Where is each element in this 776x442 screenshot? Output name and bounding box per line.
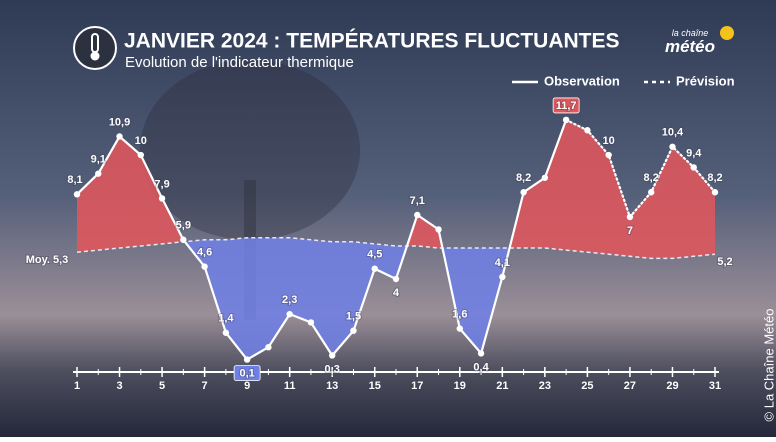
data-point: [137, 151, 144, 159]
data-point: [562, 116, 570, 124]
data-point: [95, 170, 102, 177]
data-label: 10,4: [662, 127, 684, 139]
data-label: 9,4: [686, 147, 702, 159]
data-point: [371, 265, 378, 272]
x-tick-label: 31: [709, 380, 721, 392]
data-label: 8,2: [707, 172, 722, 184]
data-label: 7: [627, 225, 633, 237]
x-tick-label: 23: [539, 380, 551, 392]
data-label: 2,3: [282, 294, 297, 306]
data-label: 7,9: [154, 178, 169, 190]
x-tick-label: 21: [496, 380, 508, 392]
data-point: [158, 195, 166, 202]
data-label: 1,5: [346, 311, 361, 323]
data-point: [265, 344, 272, 351]
data-label: 5,9: [176, 220, 191, 232]
data-label: 9,1: [91, 154, 106, 166]
data-label: 8,2: [516, 172, 531, 184]
data-point: [648, 189, 655, 196]
anomaly-fill-below: [77, 237, 715, 360]
extreme-box: [552, 97, 580, 114]
data-label: 4: [393, 287, 400, 299]
x-tick-label: 11: [284, 380, 296, 392]
data-point: [456, 325, 463, 332]
data-point: [414, 211, 421, 219]
data-label: 4,1: [495, 257, 510, 269]
x-tick-label: 17: [411, 380, 423, 392]
x-tick-label: 15: [369, 380, 381, 392]
data-point: [584, 127, 591, 134]
x-tick-label: 9: [244, 380, 250, 392]
data-point: [286, 310, 293, 318]
data-point: [435, 226, 442, 233]
data-point: [243, 356, 251, 363]
legend-label: Prévision: [676, 73, 735, 88]
x-tick-label: 19: [454, 380, 466, 392]
x-tick-label: 13: [326, 380, 338, 392]
data-label: 1,6: [452, 309, 467, 321]
data-point: [669, 143, 676, 150]
data-point: [626, 213, 634, 221]
data-label: 10: [603, 135, 615, 147]
series-line: [565, 118, 717, 220]
data-label: 4,6: [197, 247, 212, 259]
data-point: [116, 133, 123, 140]
extreme-box: [233, 365, 261, 382]
logo: météo: [665, 37, 715, 56]
chart-subtitle: Evolution de l'indicateur thermique: [125, 54, 354, 71]
thermometer-icon: [90, 51, 100, 61]
data-point: [350, 327, 357, 334]
data-point: [477, 350, 485, 357]
data-point: [711, 189, 719, 196]
x-tick-label: 3: [116, 380, 122, 392]
x-tick-label: 1: [74, 380, 80, 392]
data-point: [690, 164, 697, 171]
data-label: 4,5: [367, 249, 382, 261]
x-tick-label: 27: [624, 380, 636, 392]
data-point: [329, 352, 336, 359]
data-point: [73, 191, 81, 198]
data-label: 10,9: [109, 116, 130, 128]
data-label: 11,7: [556, 100, 577, 112]
data-label: 10: [135, 135, 147, 147]
data-point: [541, 174, 549, 181]
data-point: [222, 329, 230, 336]
data-point: [499, 273, 506, 281]
normal-label: Moy. 5,3: [26, 254, 69, 266]
thermometer-icon: [73, 26, 117, 70]
x-tick-label: 25: [581, 380, 593, 392]
data-label: 0,4: [473, 361, 489, 373]
data-label: 1,4: [218, 313, 234, 325]
data-point: [201, 263, 208, 270]
data-label: 0,1: [239, 368, 254, 380]
x-tick-label: 5: [159, 380, 165, 392]
x-tick-label: 29: [666, 380, 678, 392]
data-label: 7,1: [410, 195, 425, 207]
logo: la chaîne: [672, 28, 709, 38]
data-label: 8,1: [67, 174, 82, 186]
data-point: [520, 189, 527, 196]
legend-label: Observation: [544, 73, 620, 88]
tree-silhouette: [140, 60, 360, 240]
x-tick-label: 7: [202, 380, 208, 392]
credit: © La Chaîne Météo: [761, 309, 776, 422]
data-point: [180, 236, 187, 243]
data-point: [307, 319, 315, 326]
data-point: [392, 275, 400, 283]
logo-sun: [720, 26, 734, 40]
anomaly-fill-above: [77, 119, 715, 259]
chart-title: JANVIER 2024 : TEMPÉRATURES FLUCTUANTES: [124, 30, 620, 53]
series-line: [75, 118, 568, 362]
data-point: [605, 151, 612, 159]
data-label: 8,2: [644, 172, 659, 184]
normal-label: 5,2: [717, 256, 732, 268]
data-label: 0,3: [325, 363, 340, 375]
